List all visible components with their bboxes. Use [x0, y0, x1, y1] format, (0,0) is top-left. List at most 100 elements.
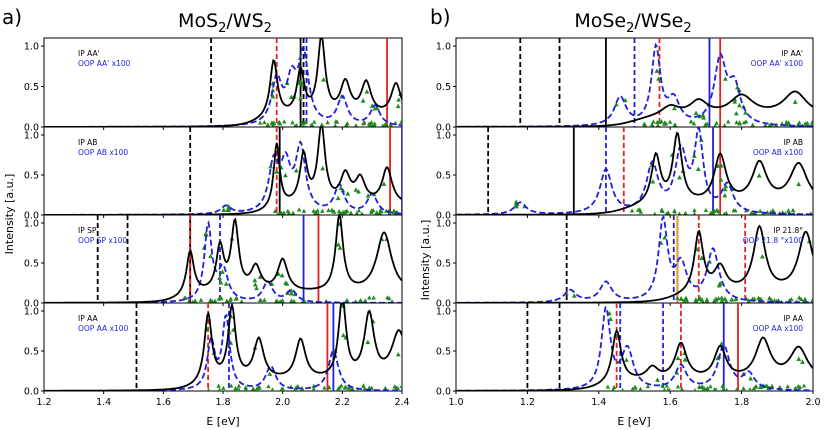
oscillator-point	[717, 123, 722, 127]
oscillator-point	[192, 298, 198, 303]
oscillator-point	[675, 384, 681, 389]
oscillator-point	[696, 296, 701, 302]
oscillator-point	[385, 295, 390, 300]
oscillator-point	[335, 242, 341, 247]
y-tick-label: 1.0	[24, 131, 39, 142]
oscillator-point	[734, 120, 739, 125]
oscillator-point	[723, 183, 729, 189]
oscillator-point	[186, 299, 191, 303]
legend-oop: OOP 21.8 °x100	[743, 236, 804, 245]
oscillator-point	[705, 386, 710, 391]
x-tick-label: 1.4	[96, 397, 111, 408]
oscillator-point	[692, 207, 697, 213]
oscillator-point	[703, 207, 709, 213]
oscillator-point	[655, 119, 660, 125]
oscillator-point	[228, 383, 234, 388]
oscillator-point	[270, 121, 275, 126]
oscillator-point	[796, 181, 802, 187]
oscillator-point	[718, 163, 724, 168]
oscillator-point	[302, 299, 307, 303]
oscillator-point	[364, 89, 370, 94]
oscillator-point	[296, 207, 302, 212]
oscillator-point	[350, 386, 355, 391]
oscillator-point	[226, 205, 232, 211]
oscillator-point	[804, 123, 809, 127]
oscillator-point	[372, 121, 377, 126]
oscillator-point	[223, 281, 229, 286]
oscillator-point	[793, 385, 798, 391]
oscillator-point	[218, 280, 224, 285]
oscillator-point	[233, 385, 238, 391]
oscillator-point	[236, 383, 242, 388]
y-tick-label: 1.0	[24, 307, 39, 318]
title-b-sub2: 2	[683, 21, 691, 36]
y-tick-label: 0.5	[24, 82, 39, 93]
oscillator-point	[313, 210, 318, 215]
oscillator-point	[301, 121, 306, 126]
x-tick-label: 1.2	[520, 397, 535, 408]
oscillator-point	[290, 210, 296, 215]
oop-spectrum-line	[456, 306, 813, 391]
oscillator-point	[252, 282, 258, 287]
oscillator-point	[650, 179, 656, 184]
legend-oop: OOP SP x100	[78, 236, 127, 245]
title-a-sub2: 2	[264, 21, 272, 36]
oscillator-point	[280, 298, 285, 303]
oscillator-point	[257, 297, 263, 303]
oscillator-point	[220, 269, 225, 274]
oscillator-point	[681, 298, 687, 303]
oscillator-point	[293, 168, 299, 173]
oscillator-point	[340, 332, 346, 338]
legend-oop: OOP AA x100	[753, 324, 804, 333]
oscillator-point	[714, 207, 720, 212]
oscillator-point	[221, 385, 226, 390]
oscillator-point	[256, 384, 261, 389]
oscillator-point	[770, 208, 776, 213]
oscillator-point	[692, 211, 697, 215]
oscillator-point	[749, 210, 754, 215]
oscillator-point	[321, 77, 326, 82]
oscillator-point	[699, 255, 705, 260]
legend-ip: IP SP	[78, 226, 97, 235]
oscillator-point	[693, 110, 699, 116]
oscillator-point	[642, 122, 648, 127]
oscillator-point	[224, 298, 230, 303]
plot-area	[44, 215, 402, 303]
oscillator-point	[792, 99, 798, 104]
oscillator-point	[226, 203, 232, 209]
title-b-mid: /WSe	[634, 10, 683, 32]
oscillator-point	[282, 119, 287, 124]
y-tick-label: 0.5	[24, 259, 39, 270]
oscillator-point	[361, 383, 366, 388]
oscillator-point	[371, 208, 376, 213]
oop-spectrum-line	[456, 127, 813, 215]
y-tick-label: 0.0	[436, 299, 451, 310]
y-tick-label: 0.0	[24, 387, 39, 398]
oscillator-point	[365, 339, 371, 345]
oscillator-point	[322, 385, 327, 390]
oscillator-point	[741, 385, 746, 391]
oscillator-point	[748, 376, 754, 381]
oscillator-point	[700, 112, 706, 117]
oscillator-point	[737, 121, 742, 126]
oscillator-point	[367, 122, 373, 127]
oscillator-point	[254, 285, 259, 291]
oscillator-point	[630, 386, 635, 391]
oscillator-point	[354, 210, 360, 215]
title-b-sub1: 2	[626, 21, 634, 36]
axes-frame	[455, 302, 814, 392]
legend-ip: IP 21.8°	[773, 226, 803, 235]
oscillator-point	[699, 297, 705, 302]
axes-frame	[455, 214, 814, 304]
oscillator-point	[353, 123, 359, 127]
x-tick-label: 2.0	[275, 397, 290, 408]
oscillator-point	[274, 169, 280, 174]
oscillator-point	[662, 235, 668, 240]
oscillator-point	[719, 295, 724, 300]
oscillator-point	[283, 280, 289, 285]
oscillator-point	[684, 298, 690, 303]
oscillator-point	[611, 386, 616, 391]
